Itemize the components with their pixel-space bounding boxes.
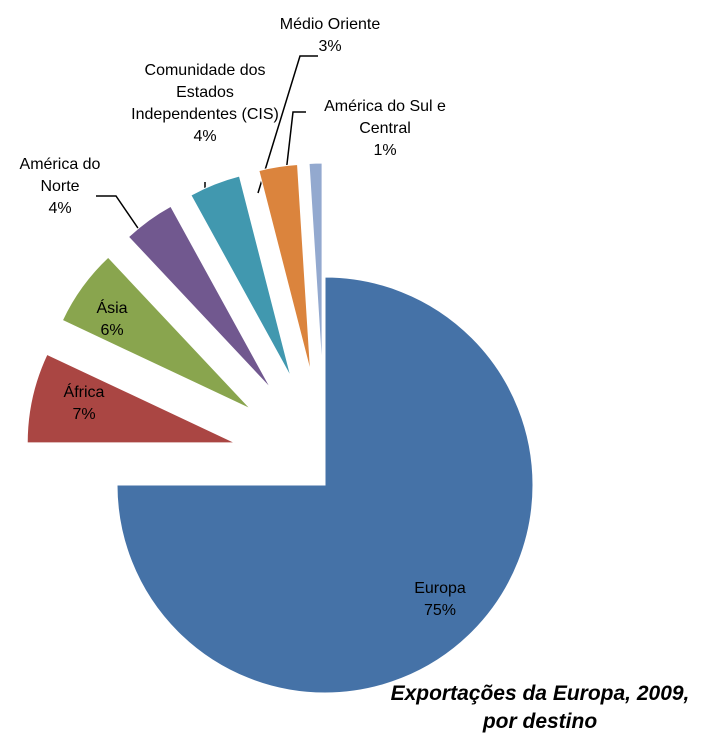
slice-label: Ásia 6%	[62, 298, 162, 342]
value-label: 4%	[193, 128, 217, 145]
pie-slice	[308, 162, 323, 372]
slice-label: Comunidade dos Estados Independentes (CI…	[125, 60, 285, 148]
value-label: 3%	[318, 38, 342, 55]
value-label: 7%	[72, 406, 96, 423]
leader-line	[96, 195, 143, 235]
value-label: 4%	[48, 200, 72, 217]
value-label: 75%	[423, 602, 457, 619]
pie-slice	[190, 175, 292, 378]
chart-title: Exportações da Europa, 2009, por destino	[390, 682, 690, 733]
category-label: América do Sul e Central	[324, 98, 446, 137]
category-label: Ásia	[96, 300, 128, 317]
slice-label: Médio Oriente 3%	[260, 14, 400, 58]
slice-label: América do Sul e Central 1%	[310, 96, 460, 162]
category-label: África	[63, 384, 105, 401]
pie-slice	[258, 164, 312, 373]
pie-slice	[26, 353, 236, 444]
slice-label: América do Norte 4%	[0, 154, 120, 220]
slice-label: África 7%	[34, 382, 134, 426]
value-label: 1%	[373, 142, 397, 159]
pie-slice	[127, 205, 272, 389]
leader-line	[257, 55, 318, 194]
pie-slice	[116, 276, 534, 694]
category-label: Comunidade dos Estados Independentes (CI…	[131, 62, 279, 123]
category-label: Médio Oriente	[279, 16, 381, 33]
leader-line	[283, 111, 306, 191]
category-label: América do Norte	[19, 156, 101, 195]
category-label: Europa	[414, 580, 466, 597]
value-label: 6%	[100, 322, 124, 339]
leader-lines	[96, 55, 318, 235]
slice-label: Europa 75%	[380, 578, 500, 622]
pie-slice	[61, 256, 251, 410]
